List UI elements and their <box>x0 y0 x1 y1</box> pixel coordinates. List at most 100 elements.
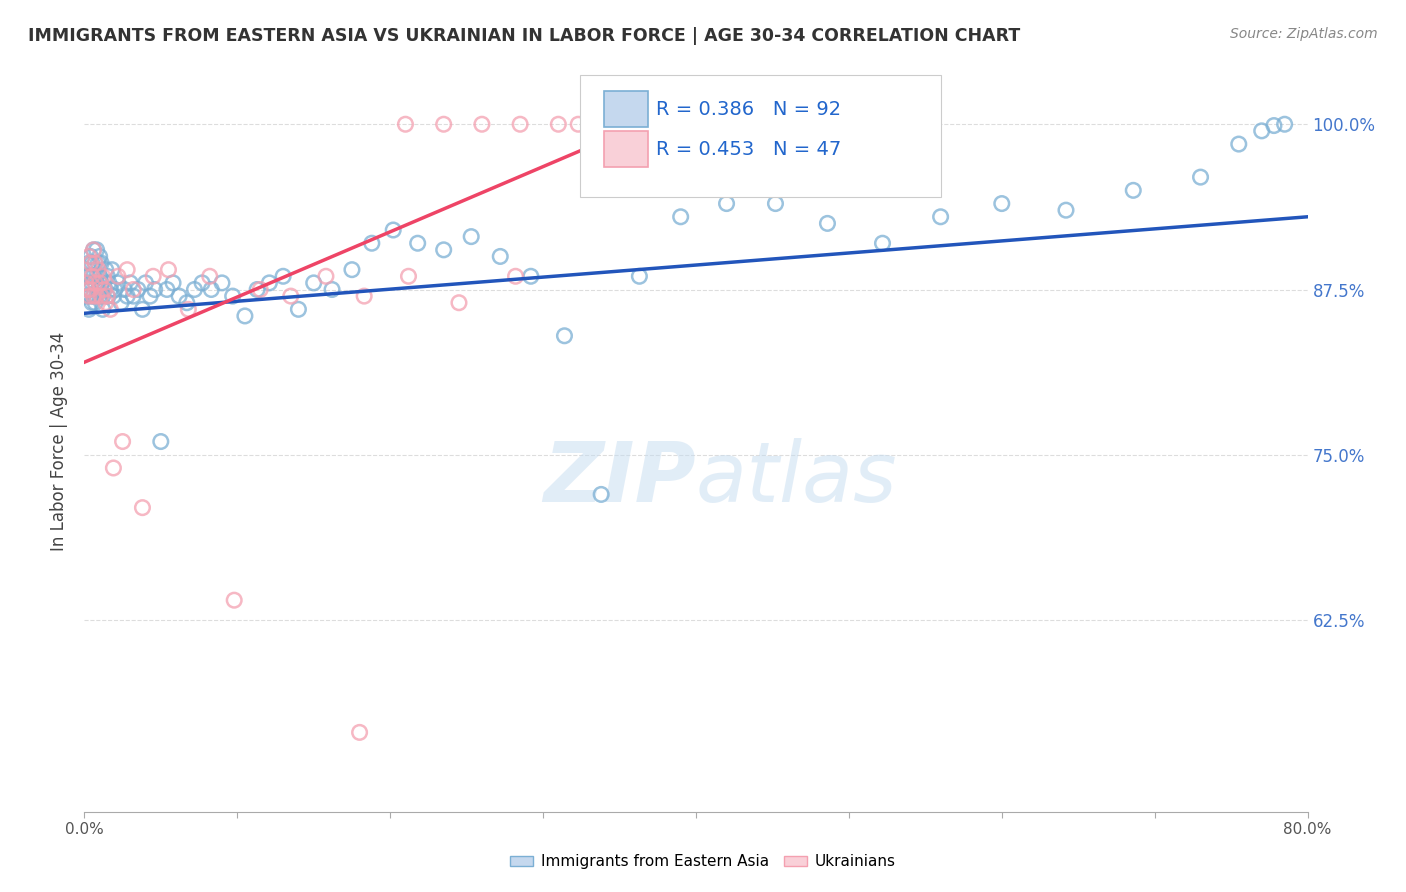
Point <box>98 302 121 317</box>
Point <box>84 256 107 270</box>
Point <box>1227 137 1250 152</box>
Point <box>80 269 103 284</box>
Point <box>433 243 456 257</box>
Point <box>471 117 494 131</box>
Point <box>591 487 613 501</box>
Point <box>233 309 256 323</box>
Point <box>115 262 138 277</box>
Point <box>83 269 105 284</box>
Point <box>96 269 118 284</box>
Point <box>77 289 100 303</box>
FancyBboxPatch shape <box>605 91 648 127</box>
Point <box>77 256 100 270</box>
Point <box>398 269 420 284</box>
Point <box>84 276 107 290</box>
Point <box>89 250 111 264</box>
Text: R = 0.453   N = 47: R = 0.453 N = 47 <box>655 139 841 159</box>
FancyBboxPatch shape <box>605 131 648 167</box>
Point <box>98 283 121 297</box>
Point <box>567 117 589 131</box>
Point <box>79 269 101 284</box>
Point <box>315 269 337 284</box>
Point <box>200 283 222 297</box>
Point <box>131 302 153 317</box>
Point <box>77 250 100 264</box>
Point <box>340 262 363 277</box>
Text: ZIP: ZIP <box>543 438 696 519</box>
Point <box>394 117 416 131</box>
Point <box>84 256 107 270</box>
Point <box>90 256 112 270</box>
Y-axis label: In Labor Force | Age 30-34: In Labor Force | Age 30-34 <box>51 332 69 551</box>
Point <box>122 289 145 303</box>
Point <box>817 216 839 230</box>
Point <box>765 196 787 211</box>
Point <box>89 269 111 284</box>
Point <box>103 289 125 303</box>
Point <box>593 117 616 131</box>
Point <box>90 276 112 290</box>
Point <box>77 302 100 317</box>
Point <box>156 283 179 297</box>
Point <box>83 243 105 257</box>
Point <box>321 283 343 297</box>
Point <box>929 210 952 224</box>
Point <box>103 461 125 475</box>
Point <box>287 302 309 317</box>
Point <box>75 276 97 290</box>
Point <box>86 289 108 303</box>
Point <box>80 256 103 270</box>
Point <box>83 289 105 303</box>
Point <box>149 434 172 449</box>
Point <box>86 243 108 257</box>
Point <box>107 269 129 284</box>
Text: IMMIGRANTS FROM EASTERN ASIA VS UKRAINIAN IN LABOR FORCE | AGE 30-34 CORRELATION: IMMIGRANTS FROM EASTERN ASIA VS UKRAINIA… <box>28 27 1021 45</box>
Point <box>349 725 371 739</box>
Point <box>669 210 692 224</box>
Point <box>628 269 651 284</box>
Point <box>76 289 98 303</box>
Point <box>382 223 405 237</box>
Point <box>211 276 233 290</box>
Point <box>991 196 1014 211</box>
Point <box>1122 183 1144 197</box>
Point <box>191 276 214 290</box>
Text: atlas: atlas <box>696 438 897 519</box>
Point <box>433 117 456 131</box>
Point <box>631 117 654 131</box>
Point <box>246 283 269 297</box>
Point <box>87 283 110 297</box>
Text: R = 0.386   N = 92: R = 0.386 N = 92 <box>655 100 841 119</box>
Point <box>143 283 166 297</box>
Point <box>87 256 110 270</box>
Point <box>406 236 429 251</box>
Point <box>176 295 198 310</box>
Point <box>135 276 157 290</box>
Point <box>76 283 98 297</box>
Point <box>96 289 118 303</box>
Point <box>872 236 894 251</box>
Point <box>111 434 134 449</box>
Point <box>115 289 138 303</box>
Point <box>80 276 103 290</box>
Point <box>127 283 149 297</box>
Point <box>120 276 142 290</box>
Point <box>76 269 98 284</box>
Point <box>553 328 575 343</box>
Point <box>75 276 97 290</box>
Point <box>547 117 569 131</box>
Point <box>1189 170 1212 185</box>
Point <box>183 283 205 297</box>
FancyBboxPatch shape <box>579 75 941 197</box>
Point <box>360 236 382 251</box>
Point <box>101 262 124 277</box>
Point <box>83 243 105 257</box>
Legend: Immigrants from Eastern Asia, Ukrainians: Immigrants from Eastern Asia, Ukrainians <box>505 848 901 875</box>
Point <box>89 289 111 303</box>
Point <box>198 269 221 284</box>
Point <box>259 276 281 290</box>
Point <box>139 289 162 303</box>
Point <box>83 289 105 303</box>
Point <box>91 302 114 317</box>
Point <box>94 262 117 277</box>
